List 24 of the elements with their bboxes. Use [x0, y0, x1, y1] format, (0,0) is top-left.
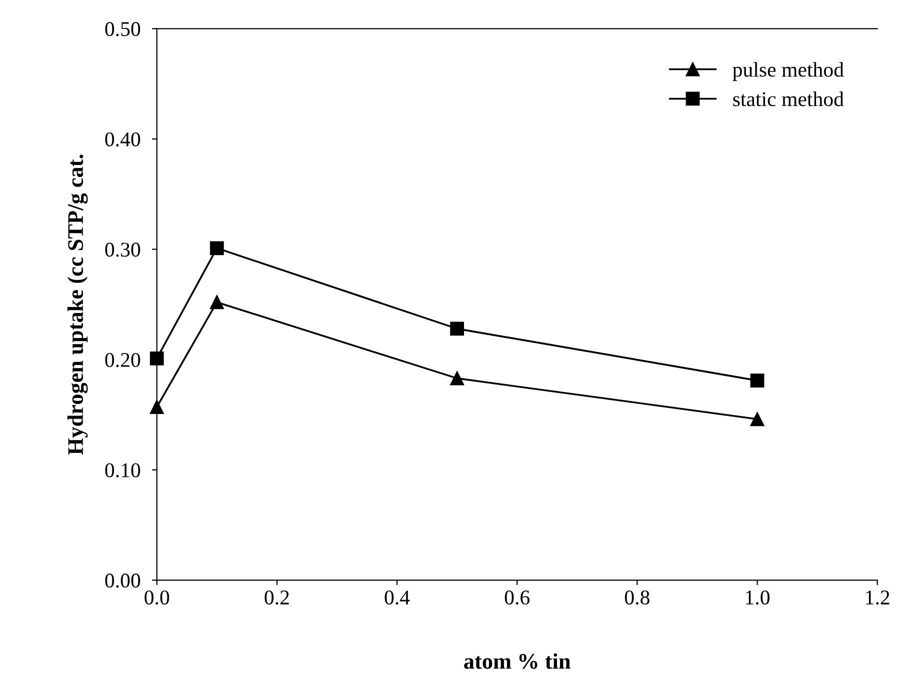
- point: [210, 295, 224, 310]
- legend-label: static method: [733, 92, 844, 106]
- y-tick-label: 0.30: [105, 242, 140, 257]
- point: [150, 352, 164, 366]
- point: [750, 374, 764, 388]
- x-tick-label: 0.6: [504, 590, 530, 605]
- y-tick-label: 0.20: [105, 352, 140, 368]
- x-tick-label: 1.2: [866, 590, 890, 605]
- point: [450, 371, 464, 386]
- y-tick-label: 0.40: [105, 132, 140, 146]
- point: [450, 322, 464, 336]
- x-tick-label: 0.4: [384, 590, 410, 605]
- y-axis-title: Hydrogen uptake (cc STP/g cat.: [67, 154, 88, 455]
- point: [750, 412, 764, 426]
- point: [210, 241, 224, 256]
- x-tick-label: 0.2: [264, 590, 289, 605]
- x-tick-label: 0.8: [624, 590, 650, 605]
- y-tick-label: 0.50: [105, 22, 140, 36]
- y-tick-label: 0.00: [105, 574, 140, 588]
- x-tick-label: 0.0: [144, 590, 170, 605]
- y-tick-label: 0.10: [105, 463, 140, 478]
- legend-label: pulse method: [732, 62, 844, 82]
- x-tick-label: 1.0: [746, 590, 770, 605]
- x-axis-title: atom % tin: [464, 653, 570, 669]
